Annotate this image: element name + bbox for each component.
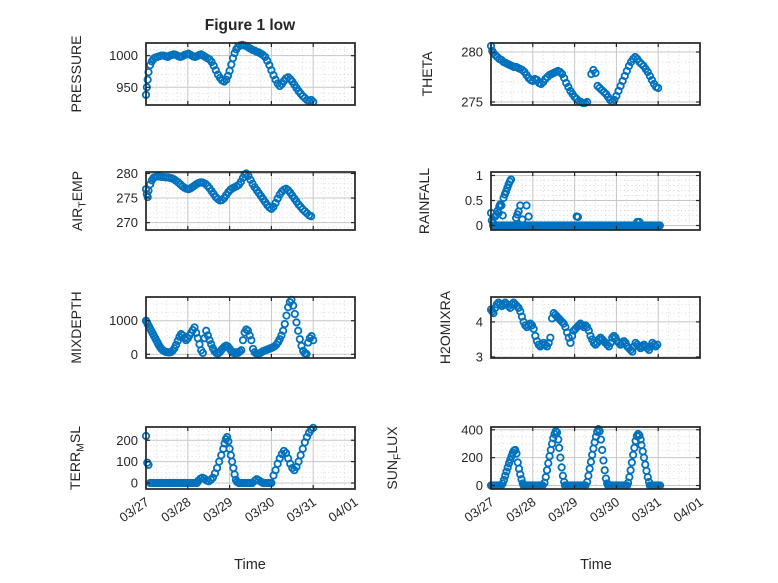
major-grid [491,427,700,489]
major-grid [146,172,355,230]
ytick-label: 280 [116,166,138,181]
xtick-label: 03/31 [629,494,664,525]
subplot-h2omixra: 3 4 H2OMIXRA [437,290,701,364]
ytick-label: 400 [461,422,483,437]
ytick-label: 0 [476,478,483,493]
ytick-label: 1000 [109,48,138,63]
ytick-label: 1000 [109,313,138,328]
ytick-label: 4 [476,314,483,329]
ytick-label: 0 [476,218,483,233]
ytick-label: 100 [116,454,138,469]
ylabel-air-temp: AIRTEMP [69,171,89,231]
ytick-label: 270 [116,215,138,230]
xtick-label: 04/01 [325,494,360,525]
ylabel-sun-flux: SUNFLUX [384,426,404,490]
xtick-label: 03/28 [503,494,538,525]
subplot-rainfall: 0 0.5 1 RAINFALL [416,168,701,234]
axes-box [145,296,356,359]
major-grid [146,297,355,358]
ytick-label: 275 [116,191,138,206]
minor-grid [146,297,355,358]
subplot-theta: 275 280 THETA [419,41,701,110]
subplot-sun-flux: 0 200 400 SUNFLUX 03/27 03/28 03/29 03/30 03/31 0… [384,422,706,525]
scatter-markers-rainfall [486,175,664,230]
tick-marks [490,297,701,358]
xtick-label: 03/29 [200,494,235,525]
subplot-terr-msl: 0 100 200 TERRMSL 03/27 03/28 03/29 03/30 03/31 0… [67,423,361,525]
ylabel-rainfall: RAINFALL [416,168,432,234]
tick-marks [145,43,356,105]
ytick-label: 0 [131,476,138,491]
axes-box [145,426,356,490]
tick-marks [145,427,356,489]
scatter-markers-theta [486,41,663,108]
xtick-label: 03/27 [116,494,151,525]
xtick-label: 03/27 [461,494,496,525]
tick-marks [490,43,701,105]
xtick-label: 04/01 [670,494,705,525]
minor-grid [146,43,355,105]
xlabel-left-column: Time [234,557,266,573]
ytick-label: 200 [461,450,483,465]
ylabel-terr-msl: TERRMSL [67,426,87,490]
scatter-markers-h2omixra [486,298,662,356]
axes-box [145,171,356,231]
scatter-markers-air-temp [141,169,316,221]
tick-marks [145,297,356,358]
xtick-label: 03/30 [242,494,277,525]
subplot-mixdepth: 0 1000 MIXDEPTH [68,291,356,364]
ytick-label: 275 [461,95,483,110]
tick-marks [490,172,701,230]
ytick-label: 280 [461,45,483,60]
ylabel-theta: THETA [419,51,435,97]
ytick-label: 0.5 [465,193,483,208]
xtick-label: 03/30 [587,494,622,525]
ytick-label: 1 [476,168,483,183]
axes-box [490,296,701,359]
ytick-label: 3 [476,349,483,364]
ylabel-mixdepth: MIXDEPTH [68,291,84,363]
tick-marks [145,172,356,230]
figure-title: Figure 1 low [205,17,296,34]
xlabel-right-column: Time [580,557,612,573]
ytick-label: 950 [116,80,138,95]
ylabel-h2omixra: H2OMIXRA [437,290,453,364]
tick-marks [490,427,701,489]
xtick-label: 03/31 [284,494,319,525]
xtick-label: 03/28 [158,494,193,525]
axes-box [490,42,701,106]
axes-box [145,42,356,106]
subplot-air-temp: 270 275 280 AIRTEMP [69,166,356,231]
subplot-pressure: 950 1000 PRESSURE [68,35,356,113]
ytick-label: 200 [116,433,138,448]
scatter-markers-pressure [141,40,318,106]
ytick-label: 0 [131,347,138,362]
ylabel-pressure: PRESSURE [68,35,84,112]
xtick-label: 03/29 [545,494,580,525]
scatter-markers-mixdepth [141,295,318,359]
